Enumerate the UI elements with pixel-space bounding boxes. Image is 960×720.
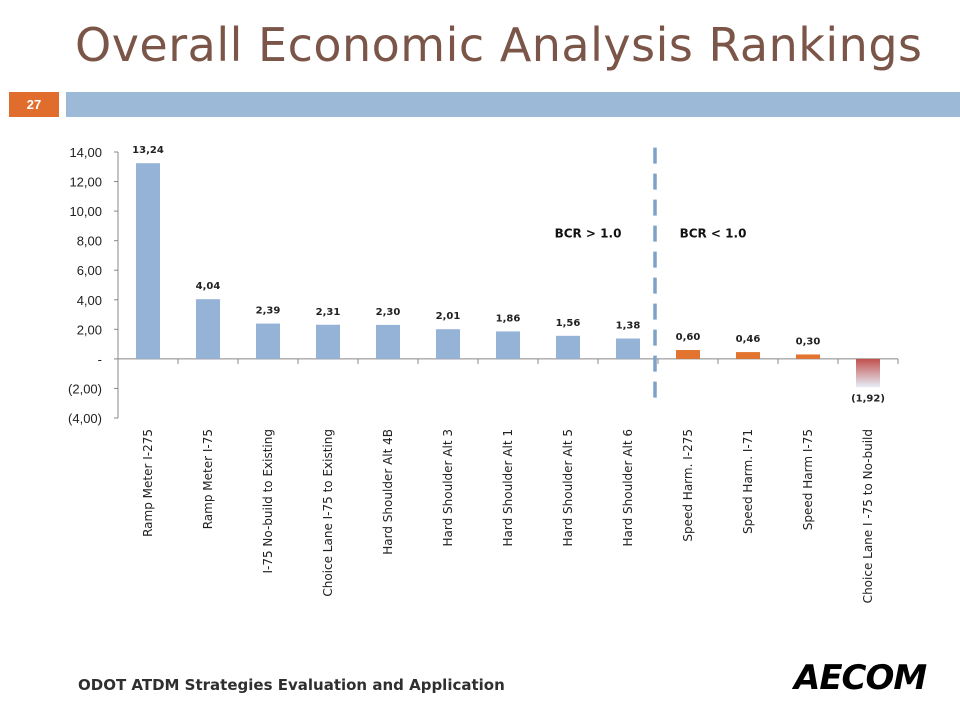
y-tick-label: (4,00) [68,411,102,426]
y-tick-label: 8,00 [77,234,102,249]
bar [796,354,820,359]
y-tick-label: 14,00 [69,145,102,160]
y-tick-label: 12,00 [69,175,102,190]
category-label: Choice Lane I-75 to Existing [321,429,335,597]
bar [556,335,580,359]
category-label: I-75 No-build to Existing [261,429,275,574]
value-label: 2,31 [316,307,341,318]
y-tick-label: - [98,352,102,367]
value-label: (1,92) [851,393,885,404]
bcr-bar-chart: 14,00 12,00 10,00 8,00 6,00 4,00 2,00 - (2,00) (4… [68,145,899,603]
value-label: 0,60 [676,332,701,343]
category-label: Hard Shoulder Alt 4B [381,429,395,555]
bar [136,163,160,359]
bar [316,324,340,359]
value-label: 0,46 [736,334,761,345]
bars [136,163,880,388]
slide-title: Overall Economic Analysis Rankings [75,18,923,72]
category-label: Hard Shoulder Alt 3 [441,429,455,546]
bar [376,324,400,359]
category-label: Speed Harm. I-71 [741,429,755,534]
value-label: 2,39 [256,306,281,317]
value-label: 1,38 [616,320,641,331]
category-label: Hard Shoulder Alt 1 [501,429,515,546]
value-label: 0,30 [796,336,821,347]
category-label: Hard Shoulder Alt 6 [621,429,635,546]
y-tick-label: (2,00) [68,381,102,396]
y-tick-label: 4,00 [77,293,102,308]
value-labels: 13,24 4,04 2,39 2,31 2,30 2,01 1,86 1,56 1,38 0,6… [132,145,885,404]
bar [436,329,460,359]
bar [676,350,700,359]
category-label: Speed Harm. I-275 [681,429,695,542]
slide-number-badge: 27 [9,92,59,117]
category-label: Ramp Meter I-275 [141,429,155,537]
annotation-bcr-below: BCR < 1.0 [680,227,747,241]
y-axis: 14,00 12,00 10,00 8,00 6,00 4,00 2,00 - (2,00) (4… [68,145,899,426]
y-tick-label: 2,00 [77,322,102,337]
value-label: 4,04 [196,281,221,292]
value-label: 1,56 [556,318,581,329]
title-band [66,92,960,117]
bar [736,352,760,359]
bar [496,331,520,359]
category-label: Speed Harm I-75 [801,429,815,530]
footer-text: ODOT ATDM Strategies Evaluation and Appl… [78,676,505,694]
value-label: 1,86 [496,313,521,324]
bar [616,338,640,359]
bar [856,358,880,388]
annotation-bcr-above: BCR > 1.0 [555,227,622,241]
aecom-logo: AECOM [794,658,927,698]
category-label: Choice Lane I -75 to No-build [861,429,875,603]
y-tick-label: 6,00 [77,263,102,278]
category-labels: Ramp Meter I-275 Ramp Meter I-75 I-75 No-b… [141,429,875,603]
bar [256,323,280,359]
bar [196,299,220,359]
value-label: 13,24 [132,145,164,156]
y-tick-label: 10,00 [69,204,102,219]
value-label: 2,01 [436,311,461,322]
value-label: 2,30 [376,307,401,318]
category-label: Hard Shoulder Alt 5 [561,429,575,546]
category-label: Ramp Meter I-75 [201,429,215,529]
